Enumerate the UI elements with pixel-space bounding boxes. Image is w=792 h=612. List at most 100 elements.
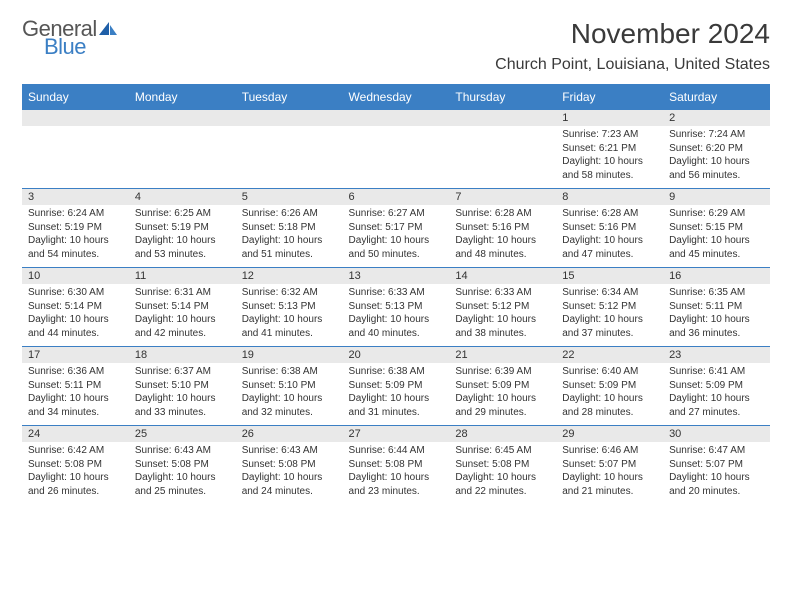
day-body: Sunrise: 6:28 AMSunset: 5:16 PMDaylight:… [556,205,663,267]
sunset-text: Sunset: 5:09 PM [562,379,657,393]
day-body: Sunrise: 6:43 AMSunset: 5:08 PMDaylight:… [236,442,343,504]
daylight-text: Daylight: 10 hours and 36 minutes. [669,313,764,340]
sunrise-text: Sunrise: 6:38 AM [242,365,337,379]
day-number: 28 [449,426,556,442]
day-number: 19 [236,347,343,363]
day-body: Sunrise: 6:34 AMSunset: 5:12 PMDaylight:… [556,284,663,346]
dayhead-mon: Monday [129,85,236,110]
calendar-cell [22,110,129,189]
day-number: 6 [343,189,450,205]
day-number [343,110,450,126]
day-number [22,110,129,126]
day-number: 11 [129,268,236,284]
sunset-text: Sunset: 6:20 PM [669,142,764,156]
daylight-text: Daylight: 10 hours and 32 minutes. [242,392,337,419]
day-body: Sunrise: 6:41 AMSunset: 5:09 PMDaylight:… [663,363,770,425]
day-body: Sunrise: 6:45 AMSunset: 5:08 PMDaylight:… [449,442,556,504]
day-body [343,126,450,182]
day-body: Sunrise: 6:35 AMSunset: 5:11 PMDaylight:… [663,284,770,346]
calendar-cell [129,110,236,189]
day-number: 25 [129,426,236,442]
day-body: Sunrise: 6:47 AMSunset: 5:07 PMDaylight:… [663,442,770,504]
calendar-cell [236,110,343,189]
sunrise-text: Sunrise: 6:42 AM [28,444,123,458]
title-block: November 2024 Church Point, Louisiana, U… [495,18,770,74]
calendar-cell [449,110,556,189]
calendar-cell: 15Sunrise: 6:34 AMSunset: 5:12 PMDayligh… [556,268,663,347]
sunset-text: Sunset: 5:08 PM [28,458,123,472]
sunrise-text: Sunrise: 6:36 AM [28,365,123,379]
day-number: 12 [236,268,343,284]
calendar-cell: 17Sunrise: 6:36 AMSunset: 5:11 PMDayligh… [22,347,129,426]
sunset-text: Sunset: 5:15 PM [669,221,764,235]
calendar-cell: 14Sunrise: 6:33 AMSunset: 5:12 PMDayligh… [449,268,556,347]
day-body: Sunrise: 6:27 AMSunset: 5:17 PMDaylight:… [343,205,450,267]
calendar-cell: 12Sunrise: 6:32 AMSunset: 5:13 PMDayligh… [236,268,343,347]
day-number: 17 [22,347,129,363]
daylight-text: Daylight: 10 hours and 44 minutes. [28,313,123,340]
dayhead-tue: Tuesday [236,85,343,110]
sunrise-text: Sunrise: 7:24 AM [669,128,764,142]
day-number: 4 [129,189,236,205]
calendar-cell: 23Sunrise: 6:41 AMSunset: 5:09 PMDayligh… [663,347,770,426]
calendar-cell: 9Sunrise: 6:29 AMSunset: 5:15 PMDaylight… [663,189,770,268]
calendar-cell: 16Sunrise: 6:35 AMSunset: 5:11 PMDayligh… [663,268,770,347]
month-title: November 2024 [495,18,770,50]
daylight-text: Daylight: 10 hours and 21 minutes. [562,471,657,498]
day-body: Sunrise: 6:38 AMSunset: 5:10 PMDaylight:… [236,363,343,425]
calendar-cell: 11Sunrise: 6:31 AMSunset: 5:14 PMDayligh… [129,268,236,347]
sunset-text: Sunset: 5:16 PM [562,221,657,235]
sunset-text: Sunset: 5:09 PM [455,379,550,393]
day-body: Sunrise: 6:37 AMSunset: 5:10 PMDaylight:… [129,363,236,425]
sunset-text: Sunset: 5:10 PM [242,379,337,393]
daylight-text: Daylight: 10 hours and 38 minutes. [455,313,550,340]
daylight-text: Daylight: 10 hours and 40 minutes. [349,313,444,340]
calendar-cell: 1Sunrise: 7:23 AMSunset: 6:21 PMDaylight… [556,110,663,189]
calendar-cell: 3Sunrise: 6:24 AMSunset: 5:19 PMDaylight… [22,189,129,268]
day-number: 26 [236,426,343,442]
daylight-text: Daylight: 10 hours and 34 minutes. [28,392,123,419]
sunset-text: Sunset: 5:11 PM [669,300,764,314]
calendar-cell: 18Sunrise: 6:37 AMSunset: 5:10 PMDayligh… [129,347,236,426]
sunset-text: Sunset: 5:18 PM [242,221,337,235]
day-number: 14 [449,268,556,284]
sunrise-text: Sunrise: 6:31 AM [135,286,230,300]
sunset-text: Sunset: 5:16 PM [455,221,550,235]
day-number: 16 [663,268,770,284]
calendar-cell: 6Sunrise: 6:27 AMSunset: 5:17 PMDaylight… [343,189,450,268]
sunrise-text: Sunrise: 6:40 AM [562,365,657,379]
calendar-cell: 21Sunrise: 6:39 AMSunset: 5:09 PMDayligh… [449,347,556,426]
sunrise-text: Sunrise: 6:45 AM [455,444,550,458]
day-body: Sunrise: 6:33 AMSunset: 5:12 PMDaylight:… [449,284,556,346]
sunrise-text: Sunrise: 6:43 AM [135,444,230,458]
sunset-text: Sunset: 5:19 PM [28,221,123,235]
calendar-cell: 13Sunrise: 6:33 AMSunset: 5:13 PMDayligh… [343,268,450,347]
day-body: Sunrise: 6:24 AMSunset: 5:19 PMDaylight:… [22,205,129,267]
day-body [129,126,236,182]
daylight-text: Daylight: 10 hours and 54 minutes. [28,234,123,261]
calendar-cell: 27Sunrise: 6:44 AMSunset: 5:08 PMDayligh… [343,426,450,505]
sunset-text: Sunset: 5:08 PM [135,458,230,472]
sunset-text: Sunset: 5:10 PM [135,379,230,393]
day-number: 10 [22,268,129,284]
daylight-text: Daylight: 10 hours and 53 minutes. [135,234,230,261]
calendar-cell: 26Sunrise: 6:43 AMSunset: 5:08 PMDayligh… [236,426,343,505]
day-body: Sunrise: 6:29 AMSunset: 5:15 PMDaylight:… [663,205,770,267]
day-body: Sunrise: 6:33 AMSunset: 5:13 PMDaylight:… [343,284,450,346]
day-body: Sunrise: 6:36 AMSunset: 5:11 PMDaylight:… [22,363,129,425]
brand-text-blue: Blue [44,36,86,58]
calendar-body: 1Sunrise: 7:23 AMSunset: 6:21 PMDaylight… [22,110,770,505]
daylight-text: Daylight: 10 hours and 25 minutes. [135,471,230,498]
sunrise-text: Sunrise: 6:39 AM [455,365,550,379]
daylight-text: Daylight: 10 hours and 23 minutes. [349,471,444,498]
day-number: 30 [663,426,770,442]
day-body [449,126,556,182]
day-body: Sunrise: 6:44 AMSunset: 5:08 PMDaylight:… [343,442,450,504]
sunrise-text: Sunrise: 6:30 AM [28,286,123,300]
sunset-text: Sunset: 5:12 PM [455,300,550,314]
calendar-cell: 24Sunrise: 6:42 AMSunset: 5:08 PMDayligh… [22,426,129,505]
calendar-cell: 5Sunrise: 6:26 AMSunset: 5:18 PMDaylight… [236,189,343,268]
daylight-text: Daylight: 10 hours and 37 minutes. [562,313,657,340]
daylight-text: Daylight: 10 hours and 22 minutes. [455,471,550,498]
sunset-text: Sunset: 5:11 PM [28,379,123,393]
